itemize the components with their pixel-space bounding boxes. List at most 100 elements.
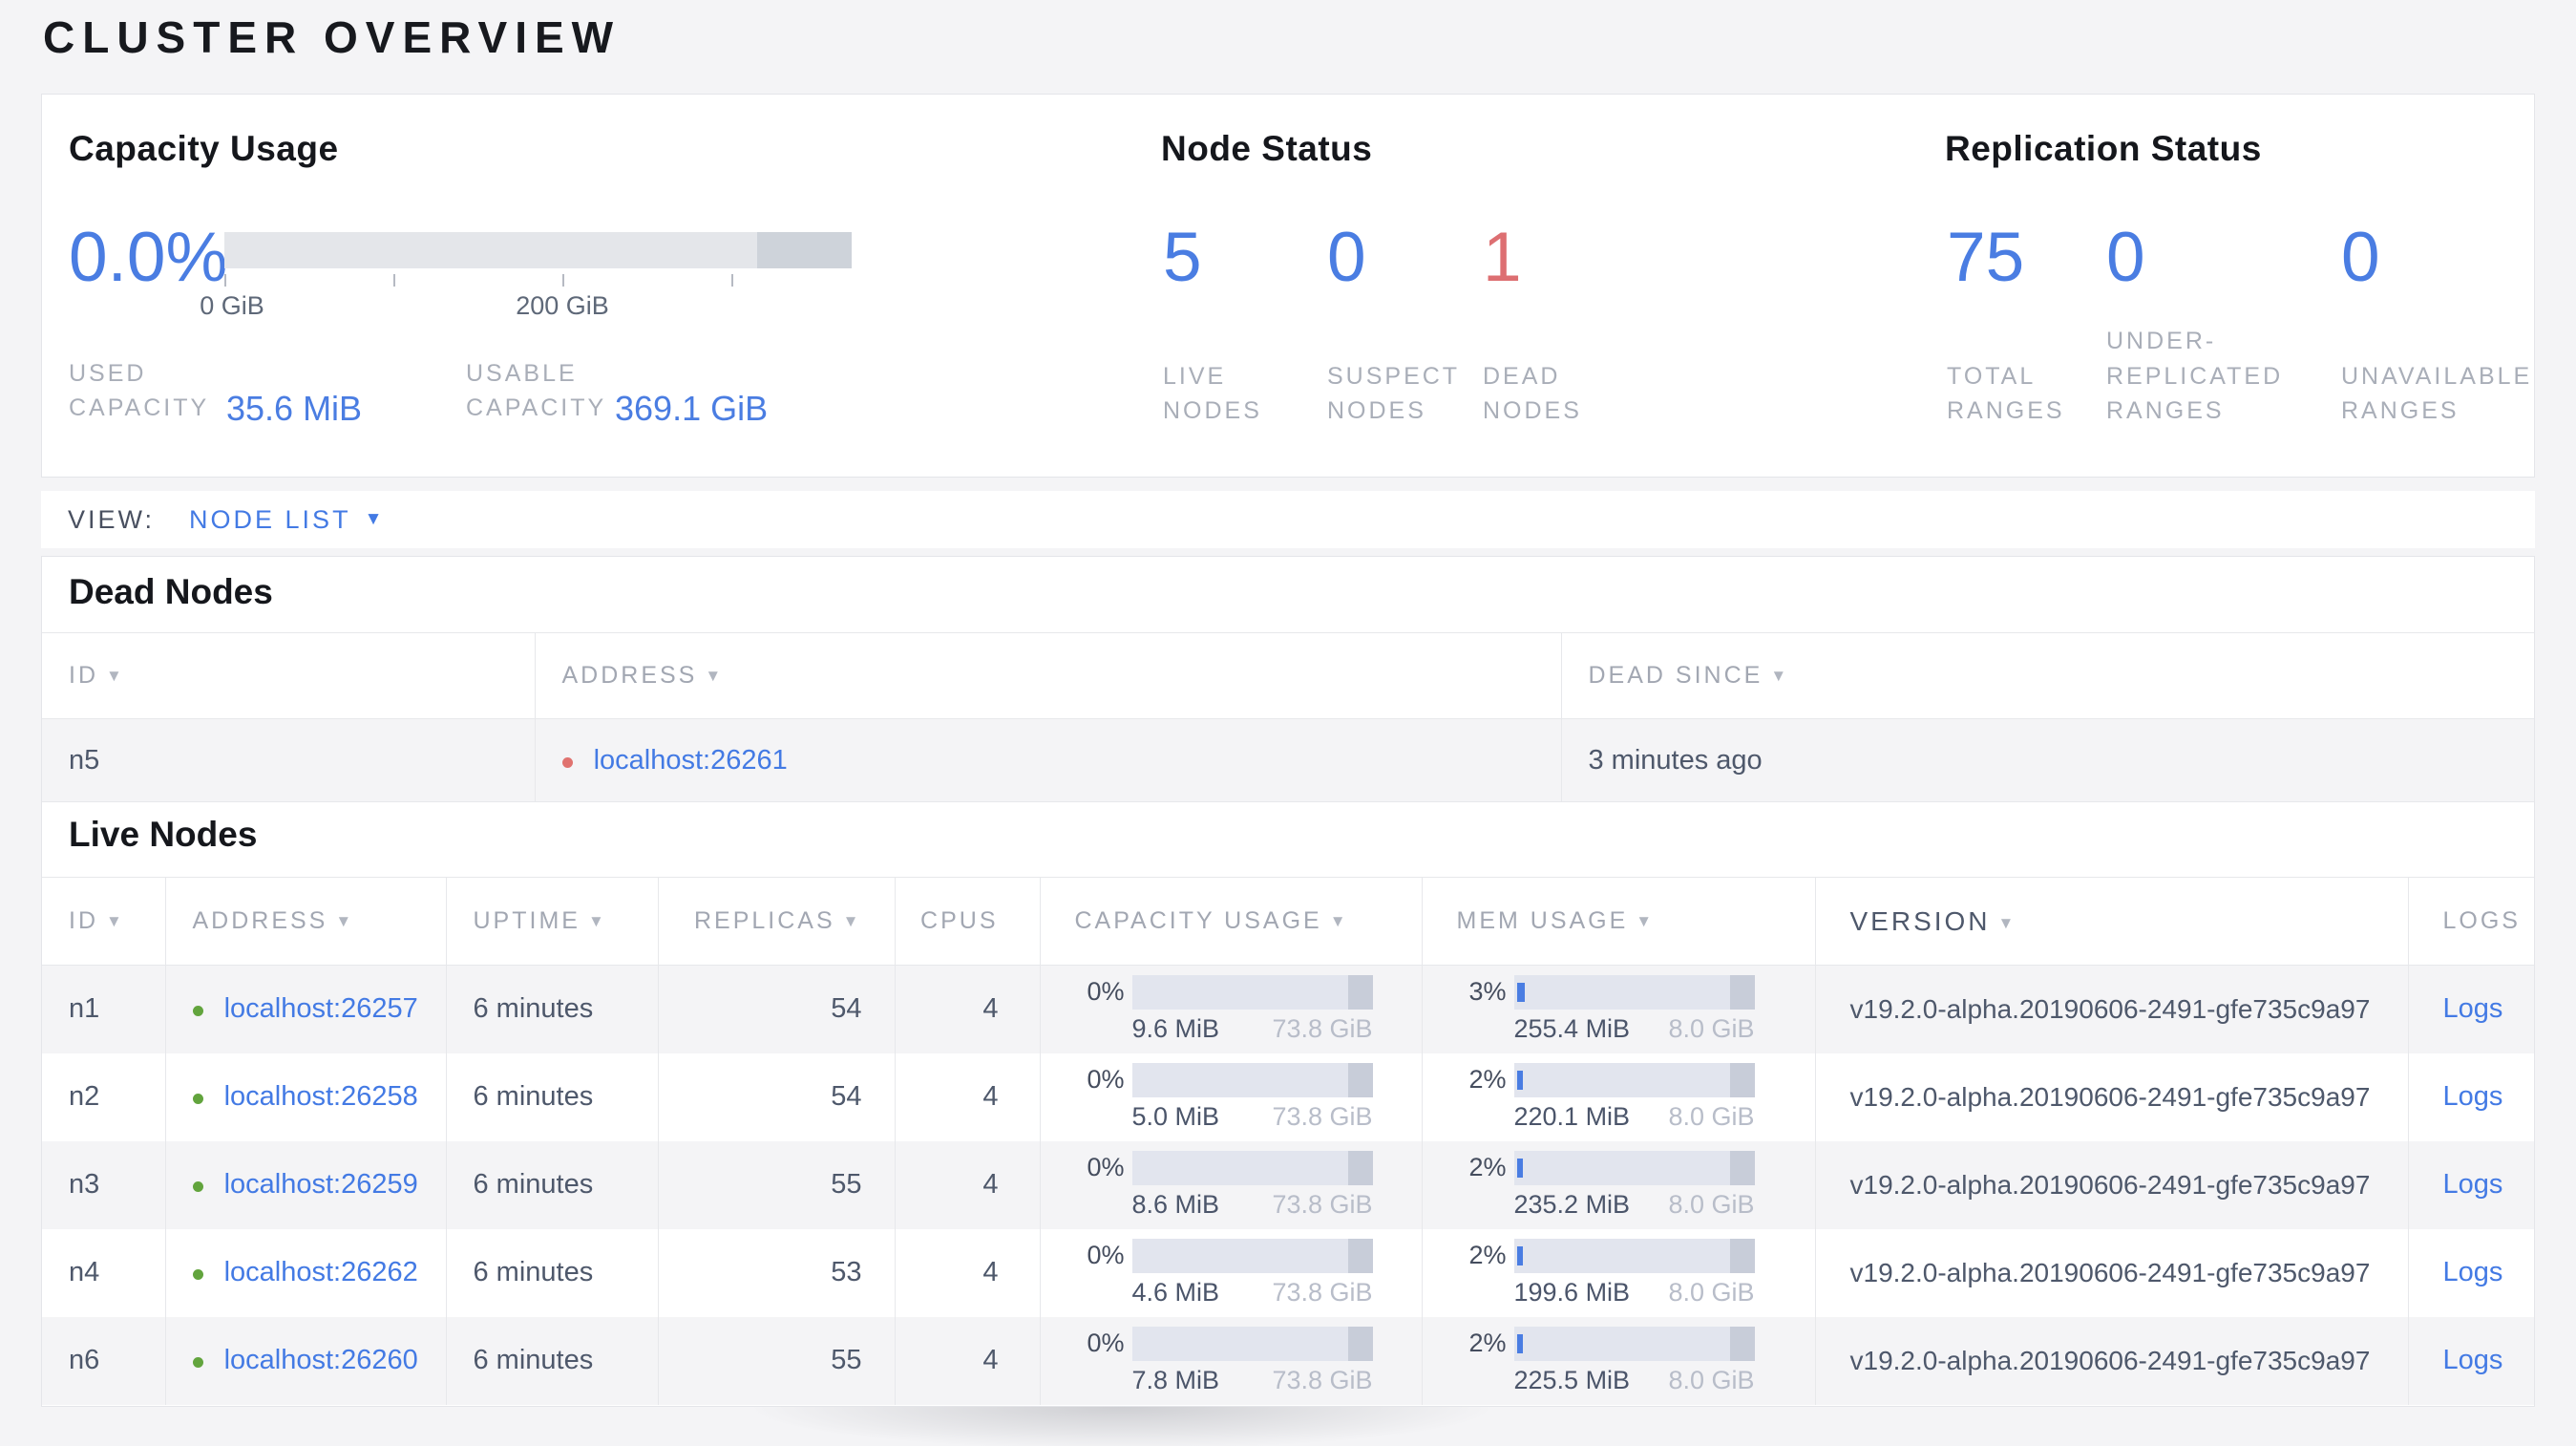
dead-nodes-label: DEAD NODES <box>1483 362 1582 424</box>
live-status-icon <box>192 1094 203 1104</box>
mem-percent-label: 3% <box>1468 977 1507 1007</box>
suspect-nodes-label: SUSPECT NODES <box>1327 362 1461 424</box>
version-cell: v19.2.0-alpha.20190606-2491-gfe735c9a97 <box>1814 965 2408 1053</box>
live-status-icon <box>192 1006 203 1017</box>
under-replicated-ranges-label: UNDER- REPLICATED RANGES <box>2106 328 2284 424</box>
bottom-shadow <box>668 1407 1862 1446</box>
node-address-link[interactable]: localhost:26260 <box>223 1345 418 1375</box>
logs-link[interactable]: Logs <box>2442 1081 2503 1112</box>
uptime-cell: 6 minutes <box>445 965 658 1053</box>
capacity-used-value: 8.6 MiB <box>1131 1189 1220 1219</box>
capacity-usage-title: Capacity Usage <box>69 129 339 168</box>
live-col-replicas[interactable]: REPLICAS ▼ <box>657 877 895 966</box>
usable-capacity-label: USABLE CAPACITY <box>466 360 607 422</box>
under-replicated-ranges-stat: 0 UNDER- REPLICATED RANGES <box>2106 223 2341 428</box>
capacity-percent-label: 0% <box>1087 977 1125 1007</box>
total-ranges-label: TOTAL RANGES <box>1947 362 2065 424</box>
live-col-id[interactable]: ID ▼ <box>42 877 165 966</box>
live-nodes-table: ID ▼ ADDRESS ▼ UPTIME ▼ REPLICAS ▼ CPUS CAPA… <box>42 877 2534 1405</box>
live-col-uptime[interactable]: UPTIME ▼ <box>445 877 658 966</box>
mem-percent-label: 2% <box>1468 1065 1507 1094</box>
sort-desc-icon: ▼ <box>1329 912 1349 930</box>
mem-total-value: 8.0 GiB <box>1668 1277 1755 1307</box>
capacity-total-value: 73.8 GiB <box>1272 1101 1373 1131</box>
mem-percent-label: 2% <box>1468 1329 1507 1357</box>
table-row: n3 localhost:26259 6 minutes 55 4 0% 8.6… <box>42 1140 2534 1229</box>
axis-tick <box>224 274 226 287</box>
view-selector-bar: VIEW: NODE LIST ▼ <box>41 491 2535 548</box>
cpus-cell: 4 <box>894 1140 1040 1229</box>
capacity-total-value: 73.8 GiB <box>1272 1365 1373 1394</box>
live-col-address[interactable]: ADDRESS ▼ <box>164 877 446 966</box>
dead-col-id[interactable]: ID ▼ <box>42 632 535 719</box>
capacity-used-value: 5.0 MiB <box>1131 1101 1220 1131</box>
replicas-cell: 55 <box>657 1316 895 1405</box>
logs-link[interactable]: Logs <box>2442 1345 2503 1375</box>
logs-cell: Logs <box>2407 1228 2534 1317</box>
capacity-usage-cell: 0% 7.8 MiB 73.8 GiB <box>1039 1316 1422 1405</box>
logs-link[interactable]: Logs <box>2442 993 2503 1025</box>
live-nodes-label: LIVE NODES <box>1163 362 1262 424</box>
mem-total-value: 8.0 GiB <box>1668 1365 1755 1394</box>
dead-nodes-table: ID ▼ ADDRESS ▼ DEAD SINCE ▼ n5 localhost:26… <box>42 632 2534 802</box>
sort-desc-icon: ▼ <box>1636 912 1656 930</box>
nodes-card: Dead Nodes ID ▼ ADDRESS ▼ DEAD SINCE ▼ n5 l… <box>41 556 2535 1407</box>
live-nodes-tbody: n1 localhost:26257 6 minutes 54 4 0% 9.6… <box>42 965 2534 1405</box>
version-cell: v19.2.0-alpha.20190606-2491-gfe735c9a97 <box>1814 1316 2408 1405</box>
live-col-mem-usage[interactable]: MEM USAGE ▼ <box>1421 877 1815 966</box>
node-address-link[interactable]: localhost:26261 <box>593 744 788 776</box>
node-id-cell: n5 <box>42 718 535 802</box>
logs-link[interactable]: Logs <box>2442 1257 2503 1287</box>
mem-mini-bar <box>1513 974 1755 1010</box>
cpus-cell: 4 <box>894 1316 1040 1405</box>
mem-usage-cell: 2% 225.5 MiB 8.0 GiB <box>1421 1316 1815 1405</box>
mem-used-value: 199.6 MiB <box>1513 1277 1631 1307</box>
capacity-bar-track <box>224 232 852 268</box>
node-address-link[interactable]: localhost:26258 <box>223 1081 418 1112</box>
logs-cell: Logs <box>2407 1053 2534 1141</box>
mem-usage-cell: 2% 235.2 MiB 8.0 GiB <box>1421 1140 1815 1229</box>
view-dropdown[interactable]: NODE LIST ▼ <box>189 505 385 535</box>
table-header-row: ID ▼ ADDRESS ▼ DEAD SINCE ▼ <box>42 632 2534 719</box>
mem-usage-cell: 2% 220.1 MiB 8.0 GiB <box>1421 1053 1815 1141</box>
node-address-cell: localhost:26260 <box>164 1316 446 1405</box>
replicas-cell: 53 <box>657 1228 895 1317</box>
dead-col-address[interactable]: ADDRESS ▼ <box>534 632 1561 719</box>
live-status-icon <box>192 1269 203 1280</box>
logs-link[interactable]: Logs <box>2442 1169 2503 1200</box>
dead-nodes-heading: Dead Nodes <box>69 572 273 611</box>
node-address-cell: localhost:26261 <box>534 718 1561 802</box>
dead-col-dead-since[interactable]: DEAD SINCE ▼ <box>1560 632 2534 719</box>
live-col-cpus[interactable]: CPUS <box>894 877 1040 966</box>
mem-mini-bar <box>1513 1062 1755 1097</box>
sort-desc-icon: ▼ <box>705 667 725 685</box>
mem-total-value: 8.0 GiB <box>1668 1013 1755 1043</box>
capacity-percent-label: 0% <box>1087 1153 1125 1181</box>
sort-desc-icon: ▼ <box>1770 667 1790 685</box>
capacity-mini-bar <box>1131 974 1373 1010</box>
live-col-capacity-usage[interactable]: CAPACITY USAGE ▼ <box>1039 877 1422 966</box>
table-row: n5 localhost:26261 3 minutes ago <box>42 718 2534 802</box>
unavailable-ranges-stat: 0 UNAVAILABLE RANGES <box>2341 223 2529 428</box>
table-row: n2 localhost:26258 6 minutes 54 4 0% 5.0… <box>42 1053 2534 1141</box>
version-cell: v19.2.0-alpha.20190606-2491-gfe735c9a97 <box>1814 1228 2408 1317</box>
under-replicated-ranges-count: 0 <box>2106 219 2145 296</box>
dead-nodes-stat: 1 DEAD NODES <box>1483 223 1655 428</box>
logs-cell: Logs <box>2407 965 2534 1053</box>
live-nodes-heading: Live Nodes <box>69 815 258 854</box>
axis-tick <box>731 274 733 287</box>
suspect-nodes-count: 0 <box>1327 219 1366 296</box>
node-address-link[interactable]: localhost:26262 <box>223 1257 418 1287</box>
node-id-cell: n2 <box>42 1053 165 1141</box>
total-ranges-stat: 75 TOTAL RANGES <box>1947 223 2106 428</box>
cpus-cell: 4 <box>894 1228 1040 1317</box>
axis-tick <box>562 274 564 287</box>
mem-used-value: 225.5 MiB <box>1513 1365 1631 1394</box>
capacity-total-value: 73.8 GiB <box>1272 1013 1373 1043</box>
live-col-version[interactable]: VERSION ▼ <box>1814 877 2408 966</box>
node-address-link[interactable]: localhost:26259 <box>223 1169 418 1200</box>
node-address-link[interactable]: localhost:26257 <box>223 993 418 1025</box>
sort-desc-icon: ▼ <box>335 912 355 930</box>
capacity-mini-bar <box>1131 1062 1373 1097</box>
